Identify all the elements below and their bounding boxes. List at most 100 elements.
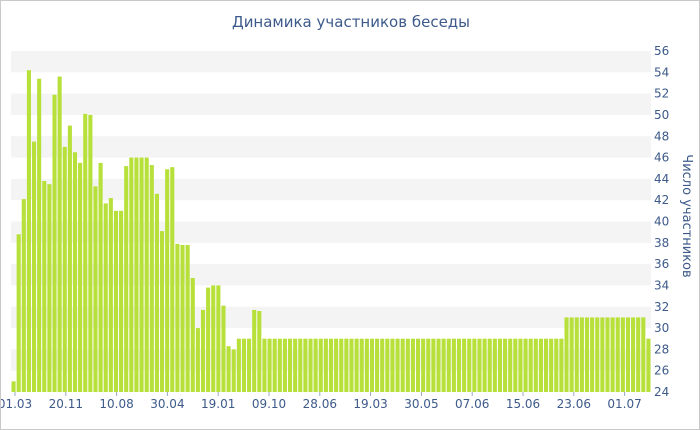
y-tick-label: 56 <box>654 44 669 58</box>
grid-band <box>11 51 651 73</box>
bar <box>620 317 625 392</box>
bar <box>451 338 456 392</box>
bar <box>410 338 415 392</box>
bar <box>323 338 328 392</box>
bar <box>282 338 287 392</box>
bar <box>175 243 180 392</box>
bar <box>549 338 554 392</box>
bar <box>538 338 543 392</box>
bar <box>615 317 620 392</box>
bar <box>165 169 170 392</box>
bar <box>119 210 124 392</box>
bar <box>579 317 584 392</box>
bar <box>503 338 508 392</box>
bar <box>467 338 472 392</box>
x-tick-label: 20.11 <box>49 397 83 411</box>
y-tick-label: 50 <box>654 108 669 122</box>
bar <box>47 184 52 392</box>
bar <box>477 338 482 392</box>
bar <box>272 338 277 392</box>
bar <box>636 317 641 392</box>
bar <box>257 311 262 392</box>
bar <box>31 141 37 392</box>
chart-title: Динамика участников беседы <box>231 13 471 31</box>
bar <box>57 76 62 392</box>
y-axis-label: Число участников <box>679 154 694 277</box>
bar <box>21 199 26 392</box>
bar <box>226 346 231 392</box>
bar <box>190 277 195 392</box>
bar <box>590 317 595 392</box>
bar <box>446 338 451 392</box>
x-tick-label: 30.04 <box>150 397 184 411</box>
bar <box>523 338 528 392</box>
bar <box>487 338 492 392</box>
bar <box>98 162 103 392</box>
bar <box>170 167 175 392</box>
bar <box>482 338 487 392</box>
bar <box>216 285 221 392</box>
bar <box>252 309 257 392</box>
bar <box>595 317 600 392</box>
bar <box>364 338 369 392</box>
bar <box>26 70 31 393</box>
bar <box>605 317 610 392</box>
x-tick-label: 09.10 <box>252 397 286 411</box>
bar <box>646 338 651 392</box>
y-tick-label: 36 <box>654 257 669 271</box>
x-tick-label: 23.06 <box>557 397 591 411</box>
bar <box>298 338 303 392</box>
bar <box>206 287 211 392</box>
bar <box>159 231 165 392</box>
grid-band <box>11 136 651 158</box>
bar <box>359 338 364 392</box>
bar <box>344 338 349 392</box>
x-axis-ticks: 01.03 20.11 10.08 30.04 19.01 09.10 28.06 19.03… <box>1 392 642 411</box>
y-tick-label: 40 <box>654 215 669 229</box>
bar <box>528 338 533 392</box>
x-tick-label: 10.08 <box>99 397 133 411</box>
x-tick-label: 30.05 <box>404 397 438 411</box>
x-tick-label: 28.06 <box>303 397 337 411</box>
bar <box>369 338 375 392</box>
bar <box>497 338 503 392</box>
bar <box>88 114 93 392</box>
bar <box>559 338 564 392</box>
bar <box>144 157 149 392</box>
y-tick-label: 52 <box>654 87 669 101</box>
grid-band <box>11 178 651 201</box>
bar <box>354 338 359 392</box>
bar <box>72 152 78 392</box>
bar <box>287 338 293 392</box>
bar <box>462 338 467 392</box>
bar <box>247 338 252 392</box>
bar <box>180 244 185 392</box>
bar <box>431 338 436 392</box>
bar <box>456 338 462 392</box>
x-tick-label: 01.07 <box>607 397 641 411</box>
grid-band <box>11 93 651 115</box>
y-tick-label: 48 <box>654 129 669 143</box>
bar <box>185 244 190 392</box>
bar <box>62 146 67 392</box>
y-tick-label: 26 <box>654 364 669 378</box>
bar <box>600 317 605 392</box>
y-tick-label: 30 <box>654 321 669 335</box>
y-tick-label: 32 <box>654 300 669 314</box>
y-tick-label: 24 <box>654 385 669 399</box>
x-tick-label: 01.03 <box>1 397 32 411</box>
bar <box>339 338 344 392</box>
bar <box>426 338 431 392</box>
y-tick-label: 38 <box>654 236 669 250</box>
bar <box>415 338 421 392</box>
bar <box>334 338 339 392</box>
bar-series <box>11 70 651 393</box>
y-tick-label: 54 <box>654 65 669 79</box>
bar <box>52 94 57 393</box>
bar <box>241 338 247 392</box>
bar <box>569 317 574 392</box>
y-tick-label: 44 <box>654 172 669 186</box>
bar <box>221 305 226 392</box>
